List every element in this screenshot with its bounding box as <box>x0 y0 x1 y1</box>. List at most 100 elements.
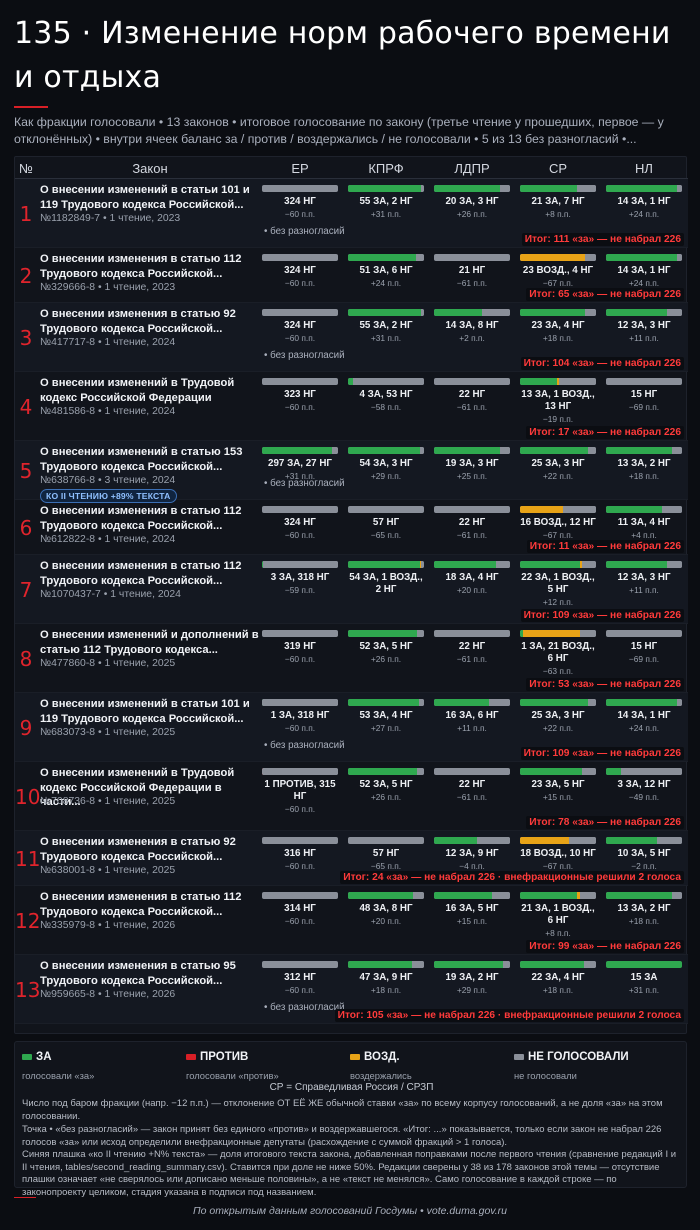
vote-bar <box>520 837 596 844</box>
row-number: 1 <box>19 201 33 226</box>
vote-bar <box>434 378 510 385</box>
vote-bar-segment-ng <box>559 378 596 385</box>
law-meta: №638001-8 • 1 чтение, 2025 <box>40 865 176 876</box>
law-meta: №477860-8 • 1 чтение, 2025 <box>40 658 176 669</box>
vote-cell-ldpr: 19 ЗА, 2 НГ +29 п.п. <box>433 961 511 996</box>
law-title: О внесении изменений в статьи 101 и 119 … <box>40 698 250 725</box>
itog-result: Итог: 111 «за» — не набрал 226 <box>521 233 684 246</box>
vote-cell-ldpr: 22 НГ −61 п.п. <box>433 378 511 413</box>
vote-cell-ldpr: 16 ЗА, 6 НГ +11 п.п. <box>433 699 511 734</box>
vote-deviation: −65 п.п. <box>370 861 402 871</box>
vote-bar-segment-ng <box>348 837 424 844</box>
law-title: О внесении изменений в статью 153 Трудов… <box>40 446 243 473</box>
vote-bar <box>434 254 510 261</box>
row-number: 6 <box>19 515 33 540</box>
vote-bar-segment-za <box>434 309 483 316</box>
legend-desc-vozd: воздержались <box>350 1070 412 1081</box>
vote-count: 16 ЗА, 5 НГ <box>445 903 499 914</box>
vote-bar <box>348 768 424 775</box>
vote-bar <box>434 506 510 513</box>
vote-count: 52 ЗА, 5 НГ <box>359 641 413 652</box>
vote-bar-segment-ng <box>502 961 510 968</box>
vote-bar-segment-ng <box>606 378 682 385</box>
vote-cell-kprf: 52 ЗА, 5 НГ +26 п.п. <box>347 768 425 803</box>
vote-deviation: +11 п.п. <box>629 333 659 343</box>
itog-result: Итог: 109 «за» — не набрал 226 <box>520 609 684 622</box>
table-row: 11 О внесении изменения в статью 92 Трудо… <box>15 831 688 886</box>
footer-source: По открытым данным голосований Госдумы •… <box>192 1205 508 1217</box>
law-title: О внесении изменения в статью 112 Трудов… <box>40 891 242 918</box>
law-title: О внесении изменений в Трудовой кодекс Р… <box>40 767 235 808</box>
vote-bar <box>606 892 682 899</box>
vote-count: 21 ЗА, 7 НГ <box>531 196 585 207</box>
vote-count: 57 НГ <box>372 517 400 528</box>
legend-label-protiv: ПРОТИВ <box>200 1050 249 1063</box>
vote-cell-ldpr: 18 ЗА, 4 НГ +20 п.п. <box>433 561 511 596</box>
vote-deviation: −61 п.п. <box>456 402 488 412</box>
vote-cell-sr: 18 ВОЗД., 10 НГ −67 п.п. <box>519 837 597 872</box>
table-row: 7 О внесении изменения в статью 112 Трудо… <box>15 555 688 624</box>
law-title: О внесении изменения в статью 95 Трудово… <box>40 960 236 987</box>
vote-bar-segment-ng <box>606 630 682 637</box>
vote-deviation: +24 п.п. <box>370 278 402 288</box>
vote-count: 14 ЗА, 1 НГ <box>617 196 671 207</box>
legend-label-vozd: ВОЗД. <box>364 1050 400 1063</box>
vote-cell-sr: 23 ЗА, 5 НГ +15 п.п. <box>519 768 597 803</box>
itog-result: Итог: 99 «за» — не набрал 226 <box>526 940 684 953</box>
vote-bar-segment-za <box>606 699 677 706</box>
itog-result: Итог: 24 «за» — не набрал 226 · внефракц… <box>340 871 684 884</box>
vote-bar-segment-ng <box>491 892 510 899</box>
vote-bar-segment-ng <box>577 185 596 192</box>
vote-bar <box>520 892 596 899</box>
vote-bar-segment-za <box>348 254 417 261</box>
table-row: 13 О внесении изменения в статью 95 Трудо… <box>15 955 688 1024</box>
vote-bar-segment-ng <box>413 892 424 899</box>
vote-bar <box>262 561 338 568</box>
vote-bar-segment-ng <box>434 768 510 775</box>
vote-bar-segment-za <box>520 309 585 316</box>
legend-swatch-ng <box>514 1053 524 1060</box>
vote-cell-er: 3 ЗА, 318 НГ −59 п.п. <box>261 561 339 596</box>
vote-bar-segment-ng <box>416 254 424 261</box>
vote-bar-segment-za <box>520 699 588 706</box>
header-num: № <box>19 161 33 176</box>
vote-bar <box>262 699 338 706</box>
vote-bar-segment-ng <box>579 630 596 637</box>
table-row: 3 О внесении изменения в статью 92 Трудов… <box>15 303 688 372</box>
vote-bar-segment-ng <box>434 378 510 385</box>
vote-bar <box>262 630 338 637</box>
vote-deviation: +31 п.п. <box>370 209 402 219</box>
vote-count: 52 ЗА, 5 НГ <box>359 779 413 790</box>
vote-bar-segment-vozd <box>419 561 422 568</box>
vote-bar-segment-za <box>606 837 657 844</box>
vote-deviation: +18 п.п. <box>542 333 574 343</box>
vote-count: 1 ПРОТИВ, 315 НГ <box>264 779 336 802</box>
vote-cell-sr: 16 ВОЗД., 12 НГ −67 п.п. <box>519 506 597 541</box>
vote-deviation: +11 п.п. <box>457 723 487 733</box>
vote-bar <box>606 309 682 316</box>
vote-deviation: +25 п.п. <box>456 471 488 481</box>
vote-bar <box>348 892 424 899</box>
itog-result: Итог: 65 «за» — не набрал 226 <box>526 288 684 301</box>
vote-bar-segment-ng <box>417 630 424 637</box>
vote-bar-segment-vozd <box>520 506 564 513</box>
vote-count: 20 ЗА, 3 НГ <box>445 196 499 207</box>
vote-cell-sr: 25 ЗА, 3 НГ +22 п.п. <box>519 447 597 482</box>
row-number: 8 <box>19 646 33 671</box>
vote-deviation: +8 п.п. <box>545 209 571 219</box>
vote-cell-nl: 15 ЗА +31 п.п. <box>605 961 683 996</box>
itog-result: Итог: 104 «за» — не набрал 226 <box>520 357 684 370</box>
vote-deviation: +22 п.п. <box>542 723 574 733</box>
vote-deviation: −61 п.п. <box>456 530 488 540</box>
vote-bar <box>262 254 338 261</box>
legend-item-vozd: ВОЗД. воздержались <box>350 1048 412 1081</box>
vote-count: 14 ЗА, 1 НГ <box>617 265 671 276</box>
vote-bar <box>262 447 338 454</box>
vote-bar <box>520 506 596 513</box>
law-meta: №417717-8 • 1 чтение, 2024 <box>40 337 176 348</box>
vote-deviation: −61 п.п. <box>456 792 488 802</box>
vote-bar <box>520 768 596 775</box>
vote-deviation: +2 п.п. <box>459 333 485 343</box>
vote-cell-kprf: 55 ЗА, 2 НГ +31 п.п. <box>347 309 425 344</box>
vote-deviation: +26 п.п. <box>456 209 488 219</box>
